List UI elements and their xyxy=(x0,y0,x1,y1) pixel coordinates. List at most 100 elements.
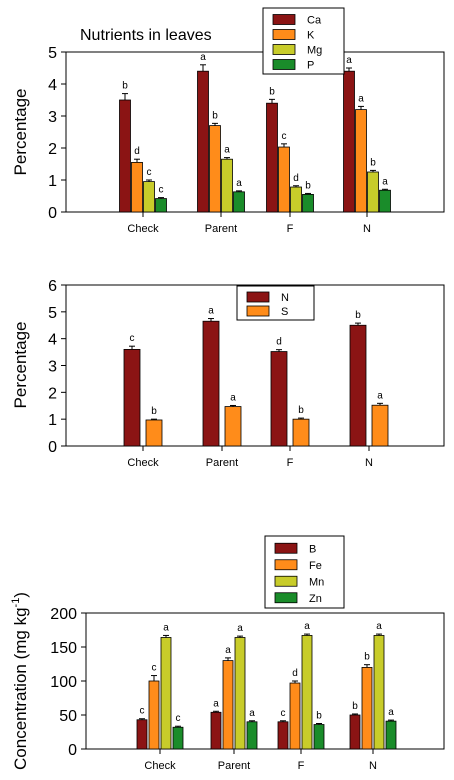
significance-label: b xyxy=(370,157,376,168)
bar xyxy=(131,161,143,213)
y-axis-label: Percentage xyxy=(11,322,30,409)
significance-label: d xyxy=(276,337,282,348)
bar xyxy=(266,102,278,213)
bar xyxy=(373,635,385,750)
bar xyxy=(289,682,301,750)
bar xyxy=(224,406,242,447)
legend-label: K xyxy=(307,30,315,42)
y-axis-label-superscript: -1 xyxy=(10,598,22,608)
legend-swatch xyxy=(272,29,296,40)
bar xyxy=(361,667,373,750)
y-axis-label: Percentage xyxy=(11,89,30,176)
y-tick-label: 0 xyxy=(48,439,57,456)
bar xyxy=(277,721,289,750)
x-tick-label: Parent xyxy=(206,457,238,469)
significance-label: a xyxy=(230,392,236,403)
y-tick-label: 3 xyxy=(48,359,57,376)
bar xyxy=(379,189,391,213)
legend-swatch xyxy=(272,14,296,25)
bar xyxy=(343,70,355,213)
significance-label: d xyxy=(293,173,299,184)
bar xyxy=(210,711,222,750)
bar xyxy=(202,320,220,447)
bar xyxy=(197,70,209,213)
significance-label: c xyxy=(176,713,181,724)
bar xyxy=(355,109,367,213)
significance-label: c xyxy=(152,663,157,674)
bar xyxy=(148,680,160,750)
bar xyxy=(292,418,310,447)
x-tick-label: Check xyxy=(127,457,159,469)
significance-label: a xyxy=(358,93,364,104)
legend: B Fe Mn Zn xyxy=(264,535,345,609)
x-tick-label: N xyxy=(363,223,371,235)
bar xyxy=(302,193,314,213)
bar xyxy=(290,186,302,213)
legend-swatch xyxy=(272,44,296,55)
y-tick-label: 1 xyxy=(48,173,57,190)
significance-label: a xyxy=(377,390,383,401)
significance-label: c xyxy=(159,185,164,196)
significance-label: a xyxy=(225,645,231,656)
significance-label: a xyxy=(237,623,243,634)
legend: NS xyxy=(236,285,315,321)
chart-title: Nutrients in leaves xyxy=(80,27,212,44)
legend-label: S xyxy=(281,306,288,318)
bar xyxy=(160,637,172,750)
y-axis-label-suffix: ) xyxy=(11,592,30,598)
bar xyxy=(270,351,288,447)
y-tick-label: 2 xyxy=(48,141,57,158)
bar xyxy=(119,99,131,213)
significance-label: b xyxy=(269,86,275,97)
significance-label: a xyxy=(388,707,394,718)
y-tick-label: 150 xyxy=(50,640,77,657)
y-tick-label: 200 xyxy=(50,606,77,623)
legend-swatch xyxy=(274,575,298,587)
x-tick-label: F xyxy=(287,457,294,469)
legend-label: Mn xyxy=(309,576,324,588)
bar xyxy=(143,181,155,213)
bar xyxy=(313,724,325,750)
bar xyxy=(371,404,389,447)
bar xyxy=(349,324,367,447)
legend-swatch xyxy=(246,305,270,317)
bar xyxy=(172,726,184,750)
x-tick-label: Check xyxy=(144,760,176,772)
significance-label: d xyxy=(292,668,298,679)
legend-swatch xyxy=(272,59,296,70)
significance-label: a xyxy=(382,176,388,187)
bar xyxy=(385,720,397,750)
x-tick-label: F xyxy=(287,223,294,235)
x-tick-label: N xyxy=(369,760,377,772)
y-tick-label: 5 xyxy=(48,45,57,62)
bar xyxy=(145,419,163,447)
y-axis-label-text: Concentration (mg kg xyxy=(11,607,30,770)
legend-label: Zn xyxy=(309,593,322,605)
bar xyxy=(209,125,221,213)
legend-label: Fe xyxy=(309,560,322,572)
x-tick-label: N xyxy=(365,457,373,469)
y-tick-label: 50 xyxy=(59,708,77,725)
bar xyxy=(246,721,258,750)
legend-label: Ca xyxy=(307,15,322,27)
bar xyxy=(155,198,167,213)
significance-label: b xyxy=(352,701,358,712)
significance-label: b xyxy=(298,405,304,416)
significance-label: a xyxy=(213,698,219,709)
significance-label: a xyxy=(346,55,352,66)
y-tick-label: 4 xyxy=(48,332,57,349)
significance-label: a xyxy=(249,708,255,719)
bar xyxy=(349,714,361,750)
x-tick-label: F xyxy=(298,760,305,772)
significance-label: a xyxy=(376,621,382,632)
significance-label: b xyxy=(364,652,370,663)
significance-label: a xyxy=(224,145,230,156)
bar xyxy=(222,660,234,750)
bar xyxy=(221,158,233,213)
bar xyxy=(278,146,290,213)
significance-label: c xyxy=(130,333,135,344)
significance-label: d xyxy=(134,146,140,157)
